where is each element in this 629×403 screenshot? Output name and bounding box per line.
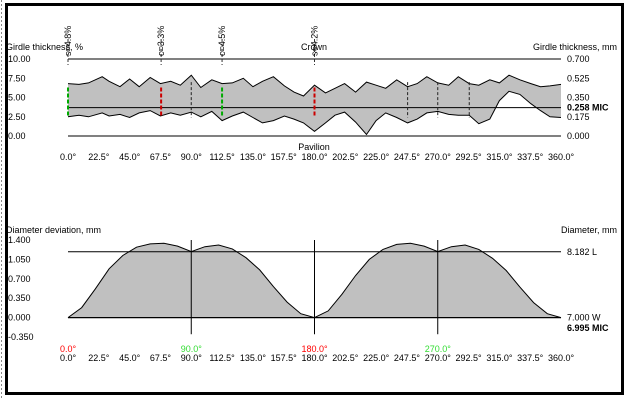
diameter-left-tick: 0.350 xyxy=(8,293,31,303)
girdle-x-tick: 90.0° xyxy=(181,152,203,162)
girdle-min-label: 0.258 MIC xyxy=(567,103,609,113)
diameter-left-axis-label: Diameter deviation, mm xyxy=(6,225,101,235)
girdle-left-tick: 10.00 xyxy=(8,54,31,64)
girdle-x-tick: 22.5° xyxy=(88,152,110,162)
diameter-right-label: 7.000 W xyxy=(567,312,601,322)
diameter-left-tick: 1.400 xyxy=(8,235,31,245)
diameter-x-tick: 22.5° xyxy=(88,353,110,363)
diameter-min-label: 6.995 MIC xyxy=(567,323,609,333)
pavilion-label: Pavilion xyxy=(298,142,330,152)
diameter-x-tick: 360.0° xyxy=(548,353,575,363)
diameter-right-axis-label: Diameter, mm xyxy=(561,225,617,235)
girdle-marker-label: c=4.5% xyxy=(217,26,227,56)
diameter-x-tick: 292.5° xyxy=(456,353,483,363)
girdle-x-tick: 180.0° xyxy=(301,152,328,162)
diameter-x-tick: 180.0° xyxy=(301,353,328,363)
crown-label: Crown xyxy=(301,42,327,52)
girdle-upper-edge xyxy=(67,74,562,97)
girdle-x-tick: 45.0° xyxy=(119,152,141,162)
girdle-x-tick: 112.5° xyxy=(209,152,235,162)
girdle-marker-label: s=4.8% xyxy=(63,26,73,56)
girdle-right-tick: 0.700 xyxy=(567,54,590,64)
girdle-x-tick: 292.5° xyxy=(456,152,483,162)
diameter-right-label: 8.182 L xyxy=(567,247,597,257)
girdle-area xyxy=(67,74,562,136)
diameter-colored-x-label: 270.0° xyxy=(425,344,452,354)
girdle-right-axis-label: Girdle thickness, mm xyxy=(533,42,617,52)
diameter-x-tick: 202.5° xyxy=(332,353,359,363)
girdle-x-tick: 270.0° xyxy=(425,152,452,162)
diameter-left-tick: -0.350 xyxy=(8,332,34,342)
girdle-left-tick: 5.00 xyxy=(8,93,26,103)
diameter-left-tick: 1.050 xyxy=(8,254,31,264)
diameter-x-tick: 157.5° xyxy=(271,353,298,363)
diameter-x-tick: 112.5° xyxy=(209,353,235,363)
report-frame xyxy=(5,3,624,395)
diameter-x-tick: 45.0° xyxy=(119,353,141,363)
diameter-left-tick: 0.700 xyxy=(8,274,31,284)
diameter-x-tick: 225.0° xyxy=(363,353,390,363)
girdle-x-tick: 67.5° xyxy=(150,152,172,162)
diameter-colored-x-label: 180.0° xyxy=(301,344,328,354)
girdle-x-tick: 315.0° xyxy=(486,152,513,162)
girdle-left-tick: 7.50 xyxy=(8,73,26,83)
girdle-x-tick: 247.5° xyxy=(394,152,421,162)
girdle-right-tick: 0.350 xyxy=(567,93,590,103)
diameter-chart: 1.400 1.050 0.700 0.350 0.000 -0.350 8.182 L 7.… xyxy=(6,225,617,363)
diameter-x-tick: 247.5° xyxy=(394,353,421,363)
girdle-x-tick: 360.0° xyxy=(548,152,575,162)
girdle-lower-edge xyxy=(67,90,562,136)
girdle-x-tick: 337.5° xyxy=(517,152,544,162)
girdle-x-tick: 135.0° xyxy=(240,152,267,162)
diameter-colored-x-label: 0.0° xyxy=(60,344,77,354)
girdle-x-tick: 0.0° xyxy=(60,152,77,162)
diameter-x-tick: 315.0° xyxy=(486,353,513,363)
diameter-x-tick: 337.5° xyxy=(517,353,544,363)
diameter-x-tick: 135.0° xyxy=(240,353,267,363)
diameter-x-tick: 67.5° xyxy=(150,353,172,363)
diameter-x-tick: 90.0° xyxy=(181,353,203,363)
girdle-left-tick: 2.50 xyxy=(8,112,26,122)
girdle-left-tick: 0.00 xyxy=(8,131,26,141)
girdle-right-tick: 0.525 xyxy=(567,73,590,83)
diameter-x-tick: 0.0° xyxy=(60,353,77,363)
girdle-x-tick: 157.5° xyxy=(271,152,298,162)
diameter-ticks: 1.400 1.050 0.700 0.350 0.000 -0.350 8.182 L 7.… xyxy=(8,235,601,363)
girdle-right-tick: 0.000 xyxy=(567,131,590,141)
diameter-x-tick: 270.0° xyxy=(425,353,452,363)
diameter-grid xyxy=(68,240,561,335)
girdle-right-tick: 0.175 xyxy=(567,112,590,122)
girdle-x-tick: 225.0° xyxy=(363,152,390,162)
girdle-left-axis-label: Girdle thickness, % xyxy=(6,42,83,52)
girdle-x-tick: 202.5° xyxy=(332,152,359,162)
girdle-marker-label: c=3.3% xyxy=(156,26,166,56)
diameter-colored-x-label: 90.0° xyxy=(181,344,203,354)
diameter-left-tick: 0.000 xyxy=(8,313,31,323)
girdle-marker-label: s=4.2% xyxy=(310,26,320,56)
girdle-markers: s=4.8% c=3.3% c=4.5% s=4.2% xyxy=(63,26,320,118)
girdle-chart: s=4.8% c=3.3% c=4.5% s=4.2% 10.00 7.50 5.00 2.… xyxy=(6,26,617,162)
girdle-ticks: 10.00 7.50 5.00 2.50 0.00 0.700 0.525 0.350 0.17… xyxy=(8,54,590,162)
